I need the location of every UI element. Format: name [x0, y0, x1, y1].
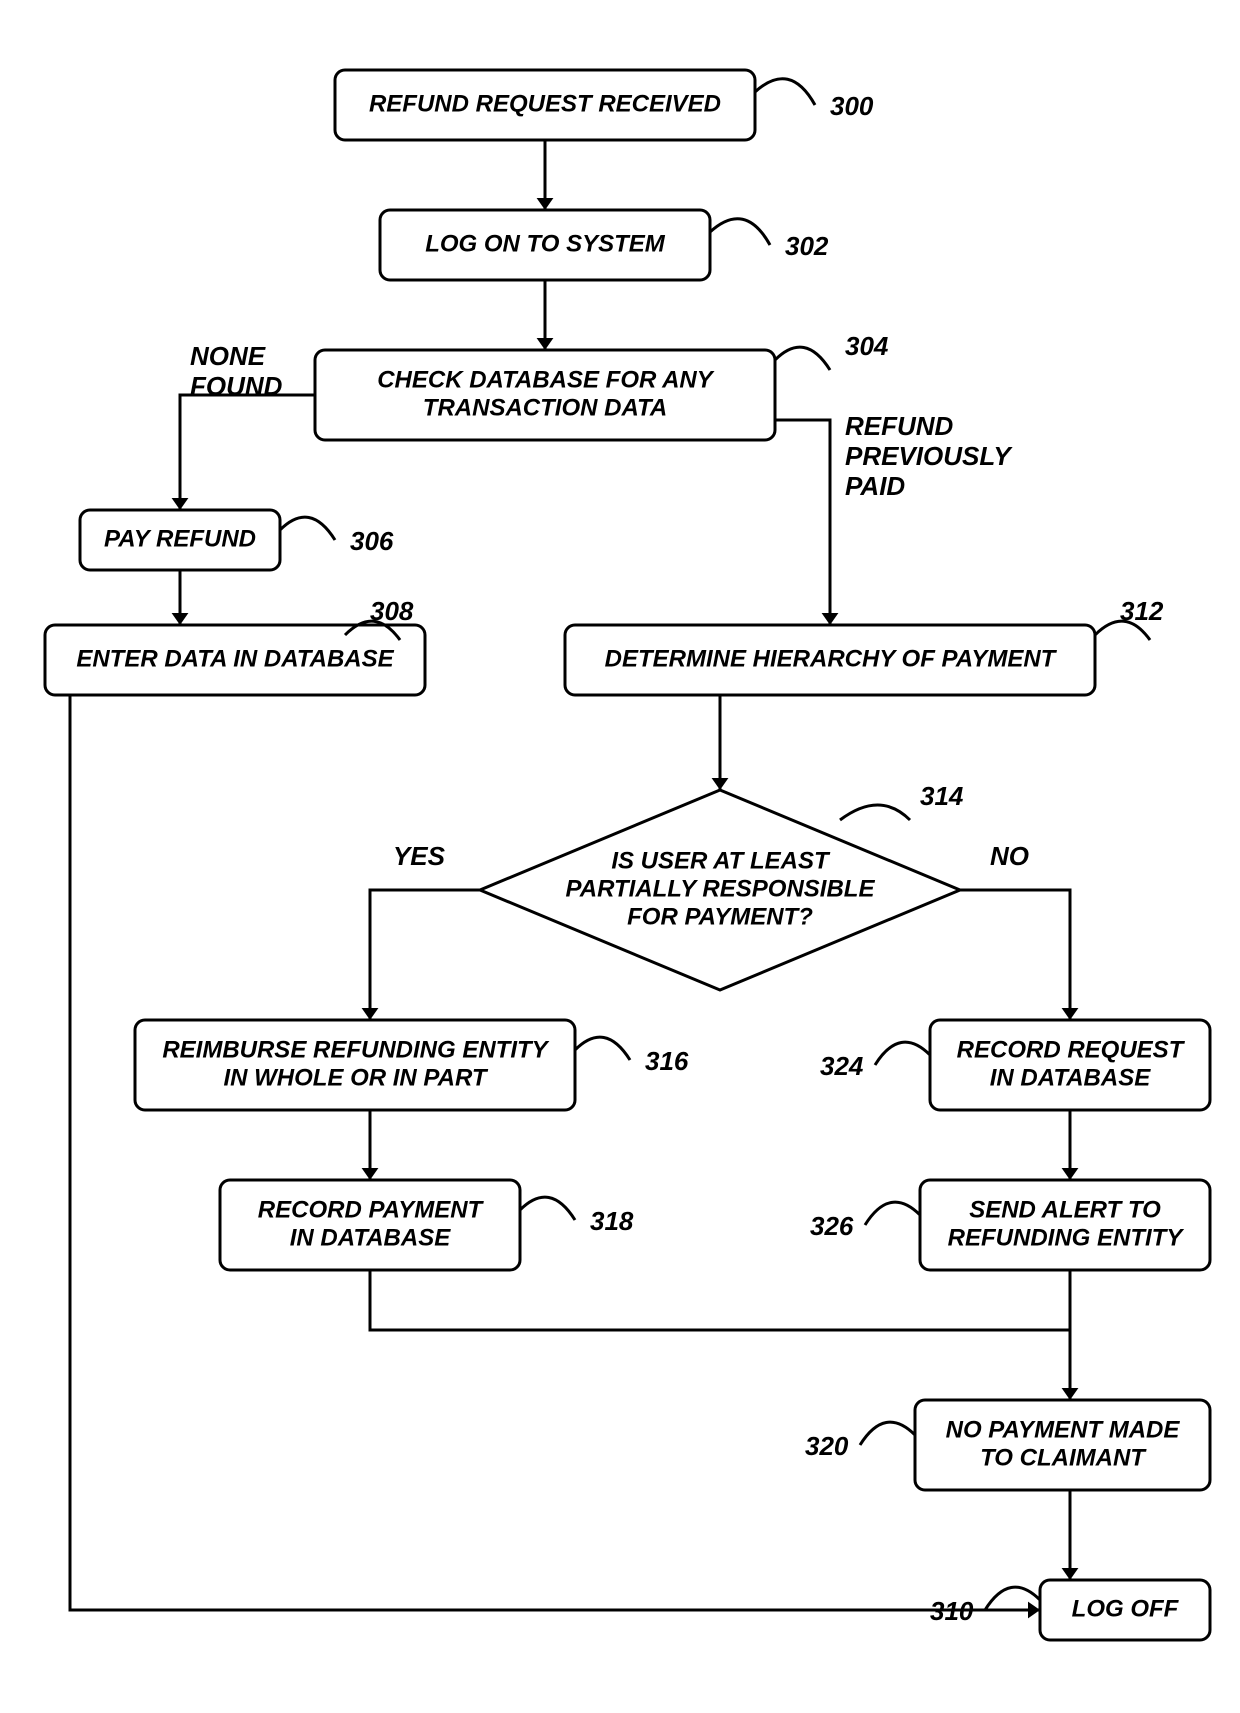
- ref-leader: [280, 517, 335, 540]
- flow-box-text: IN DATABASE: [290, 1224, 451, 1251]
- ref-number: 326: [810, 1211, 854, 1241]
- ref-leader: [520, 1197, 575, 1220]
- edge: [70, 695, 1040, 1610]
- ref-leader: [840, 805, 910, 820]
- ref-number: 320: [805, 1431, 849, 1461]
- ref-leader: [575, 1037, 630, 1060]
- flow-box-text: TRANSACTION DATA: [423, 394, 667, 421]
- flow-box-text: IN DATABASE: [990, 1064, 1151, 1091]
- flow-box-text: REFUND REQUEST RECEIVED: [369, 90, 721, 117]
- flow-decision-text: PARTIALLY RESPONSIBLE: [566, 875, 876, 902]
- ref-number: 308: [370, 596, 414, 626]
- flow-box-text: IN WHOLE OR IN PART: [223, 1064, 488, 1091]
- flowchart-svg: NONEFOUND REFUNDPREVIOUSLYPAID YES NO REFUND…: [0, 0, 1240, 1713]
- ref-leader: [860, 1422, 915, 1445]
- edge: [370, 890, 480, 1020]
- edge-label: REFUND: [845, 411, 954, 441]
- ref-leader: [710, 219, 770, 245]
- ref-number: 316: [645, 1046, 689, 1076]
- ref-number: 318: [590, 1206, 634, 1236]
- edge-label: NONE: [190, 341, 266, 371]
- edge-label: PREVIOUSLY: [845, 441, 1013, 471]
- ref-leader: [775, 347, 830, 370]
- flow-box-text: ENTER DATA IN DATABASE: [76, 645, 394, 672]
- flow-box-text: CHECK DATABASE FOR ANY: [377, 366, 715, 393]
- flow-decision-text: IS USER AT LEAST: [611, 847, 831, 874]
- flow-box-text: DETERMINE HIERARCHY OF PAYMENT: [605, 645, 1058, 672]
- flow-box-text: RECORD PAYMENT: [258, 1196, 485, 1223]
- ref-number: 302: [785, 231, 829, 261]
- ref-number: 304: [845, 331, 889, 361]
- flow-box-text: SEND ALERT TO: [969, 1196, 1161, 1223]
- edge: [370, 1270, 1070, 1330]
- ref-number: 324: [820, 1051, 864, 1081]
- edge: [180, 395, 315, 510]
- ref-number: 314: [920, 781, 964, 811]
- flow-box-text: LOG ON TO SYSTEM: [425, 230, 666, 257]
- flow-box-text: TO CLAIMANT: [980, 1444, 1147, 1471]
- flow-box-text: PAY REFUND: [104, 525, 256, 552]
- edge: [775, 420, 830, 625]
- flow-box-text: RECORD REQUEST: [957, 1036, 1186, 1063]
- flow-box-text: REIMBURSE REFUNDING ENTITY: [162, 1036, 549, 1063]
- flow-box-text: NO PAYMENT MADE: [946, 1416, 1181, 1443]
- ref-leader: [755, 79, 815, 105]
- ref-leader: [865, 1202, 920, 1225]
- edge-label: PAID: [845, 471, 905, 501]
- flow-box-text: REFUNDING ENTITY: [948, 1224, 1185, 1251]
- ref-number: 306: [350, 526, 394, 556]
- edge-label: NO: [990, 841, 1029, 871]
- edge: [960, 890, 1070, 1020]
- edge-label: YES: [393, 841, 446, 871]
- ref-number: 300: [830, 91, 874, 121]
- ref-leader: [875, 1042, 930, 1065]
- ref-number: 310: [930, 1596, 974, 1626]
- edge-label: FOUND: [190, 371, 283, 401]
- flow-decision-text: FOR PAYMENT?: [627, 903, 813, 930]
- flow-box-text: LOG OFF: [1072, 1595, 1180, 1622]
- ref-number: 312: [1120, 596, 1164, 626]
